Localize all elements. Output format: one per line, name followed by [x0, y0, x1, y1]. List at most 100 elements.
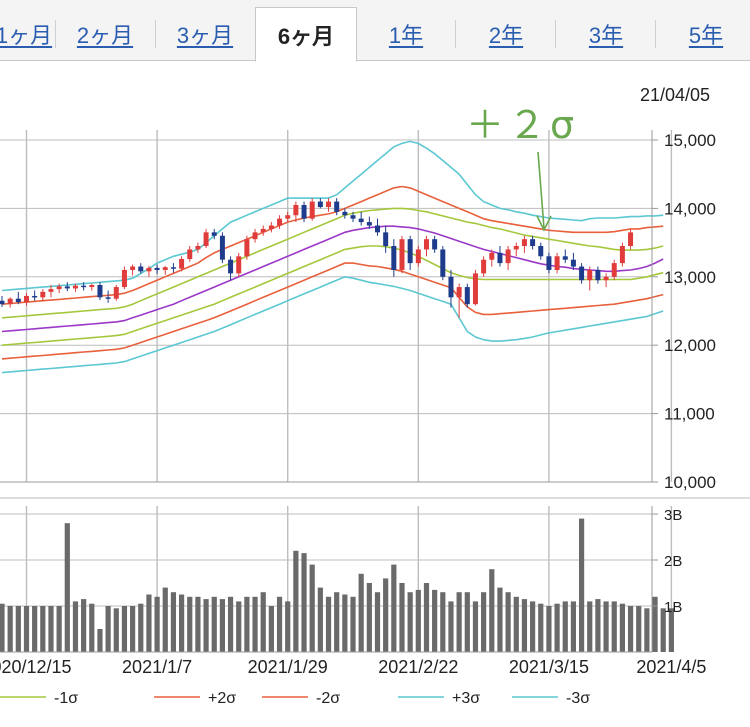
price-tick-label: 15,000 — [664, 131, 716, 150]
volume-bar — [219, 599, 226, 652]
volume-bar — [170, 592, 177, 652]
price-tick-label: 10,000 — [664, 473, 716, 492]
candle-body — [89, 285, 95, 288]
period-tab-bar: 1ヶ月 2ヶ月 3ヶ月 6ヶ月 1年 2年 3年 5年 — [0, 0, 750, 62]
candle-body — [187, 249, 193, 260]
tab-2-years[interactable]: 2年 — [456, 8, 556, 60]
volume-bar — [562, 601, 568, 652]
price-axis: 10,000 11,000 12,000 13,000 14,000 15,000 — [652, 131, 716, 492]
volume-bar — [48, 606, 54, 652]
candle-body — [546, 256, 552, 270]
volume-bar — [668, 608, 674, 652]
candle-body — [211, 232, 217, 236]
date-tick-label: 2021/3/15 — [509, 657, 589, 677]
volume-bar — [105, 606, 111, 652]
band-line — [1, 140, 664, 292]
band-line — [1, 245, 664, 346]
candle-body — [326, 201, 332, 208]
candle-body — [619, 246, 625, 264]
candle-body — [375, 225, 381, 233]
volume-bar — [334, 592, 340, 652]
volume-bar — [530, 601, 536, 652]
date-tick-label: 2021/2/22 — [378, 657, 458, 677]
candle-body — [81, 285, 87, 288]
candle-body — [538, 246, 544, 257]
candle-body — [399, 239, 405, 270]
volume-bar — [317, 587, 323, 652]
volume-bar — [636, 606, 642, 652]
volume-bar — [358, 573, 364, 652]
date-tick-label: 2021/1/7 — [122, 657, 192, 677]
volume-bar — [146, 594, 152, 652]
volume-bar — [464, 592, 470, 652]
volume-bar — [301, 553, 307, 652]
candle-body — [391, 246, 397, 270]
volume-bar — [383, 578, 389, 652]
tab-divider — [655, 20, 656, 48]
candle-body — [464, 287, 470, 305]
tab-2-months-label: 2ヶ月 — [76, 23, 134, 48]
tab-5-years[interactable]: 5年 — [656, 8, 750, 60]
volume-bar — [432, 589, 438, 652]
candle-body — [105, 297, 111, 299]
candle-body — [611, 263, 617, 277]
price-tick-label: 14,000 — [664, 199, 716, 218]
candle-body — [244, 239, 250, 257]
volume-bar — [56, 606, 62, 652]
candle-body — [97, 285, 103, 298]
tab-2-years-label: 2年 — [488, 23, 524, 48]
candlesticks — [0, 198, 634, 318]
volume-bar — [374, 592, 381, 652]
volume-bar — [513, 596, 519, 652]
candle-body — [309, 201, 315, 219]
legend-label: -2σ — [316, 690, 340, 707]
legend-label: -3σ — [566, 690, 590, 707]
current-date-label: 21/04/05 — [640, 85, 710, 105]
volume-bar — [236, 601, 242, 652]
candle-body — [121, 269, 127, 288]
candle-body — [293, 204, 299, 216]
volume-bar — [252, 596, 258, 652]
volume-bar — [391, 564, 397, 652]
volume-bar — [440, 592, 446, 652]
volume-bar — [660, 608, 666, 652]
candle-body — [472, 273, 478, 305]
candle-body — [554, 256, 560, 270]
tab-divider — [455, 20, 456, 48]
candle-body — [628, 232, 634, 247]
tab-1-year-label: 1年 — [388, 23, 424, 48]
candle-body — [7, 298, 13, 305]
candle-body — [562, 256, 568, 260]
candle-body — [195, 246, 201, 250]
tab-1-year[interactable]: 1年 — [356, 8, 456, 60]
candle-body — [521, 239, 527, 247]
candle-body — [579, 266, 585, 281]
volume-bars — [0, 518, 674, 652]
candle-body — [64, 286, 70, 289]
volume-bar — [23, 606, 30, 652]
candle-body — [497, 252, 503, 264]
volume-bar — [554, 603, 560, 652]
price-tick-label: 11,000 — [664, 405, 715, 424]
tab-divider — [555, 20, 556, 48]
candle-body — [219, 235, 225, 260]
candle-body — [350, 215, 356, 219]
tab-1-month[interactable]: 1ヶ月 — [0, 8, 84, 60]
tab-1-month-label: 1ヶ月 — [0, 23, 53, 48]
tab-6-months[interactable]: 6ヶ月 — [255, 7, 357, 62]
volume-bar — [325, 596, 332, 652]
volume-bar — [227, 596, 234, 652]
candle-body — [440, 249, 446, 277]
candle-body — [570, 259, 576, 267]
tab-3-months[interactable]: 3ヶ月 — [150, 8, 260, 60]
volume-bar — [138, 603, 144, 652]
volume-bar — [64, 523, 70, 652]
candle-body — [130, 266, 136, 270]
volume-tick-label: 2B — [664, 553, 682, 570]
volume-bar — [627, 606, 634, 652]
date-tick-label: 2020/12/15 — [0, 657, 72, 677]
candle-body — [260, 228, 266, 233]
tab-2-months[interactable]: 2ヶ月 — [50, 8, 160, 60]
tab-3-years[interactable]: 3年 — [556, 8, 656, 60]
volume-bar — [489, 569, 495, 652]
